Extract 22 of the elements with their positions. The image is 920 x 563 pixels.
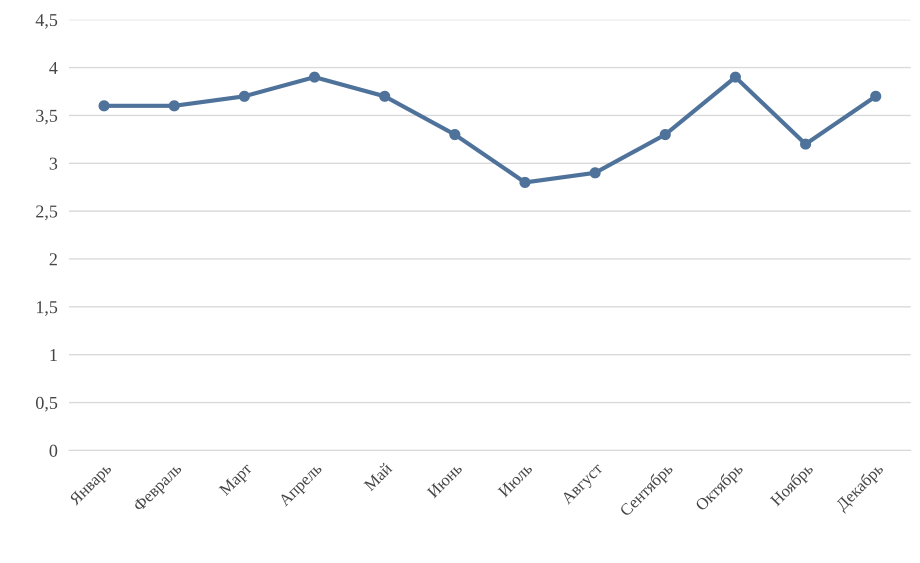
y-tick-label: 0,5 xyxy=(36,396,58,412)
point xyxy=(660,129,671,140)
point xyxy=(870,90,882,102)
y-tick-label: 3,5 xyxy=(36,110,58,124)
y-tick-label: 4 xyxy=(49,62,58,74)
point xyxy=(379,90,390,102)
y-tick-label: 2 xyxy=(50,253,57,266)
point xyxy=(800,138,812,150)
point xyxy=(308,72,320,83)
y-tick-label: 1,5 xyxy=(36,301,58,316)
y-tick-label: 2,5 xyxy=(36,205,58,220)
point xyxy=(168,100,180,112)
y-tick-label: 4,5 xyxy=(36,14,58,29)
point xyxy=(449,129,460,140)
point xyxy=(519,176,531,188)
y-tick-label: 0 xyxy=(50,444,58,457)
y-tick-label: 3 xyxy=(50,158,58,170)
point xyxy=(730,72,741,83)
point xyxy=(590,167,601,178)
y-tick-label: 1 xyxy=(50,349,57,361)
point xyxy=(98,100,110,112)
point xyxy=(238,90,250,102)
